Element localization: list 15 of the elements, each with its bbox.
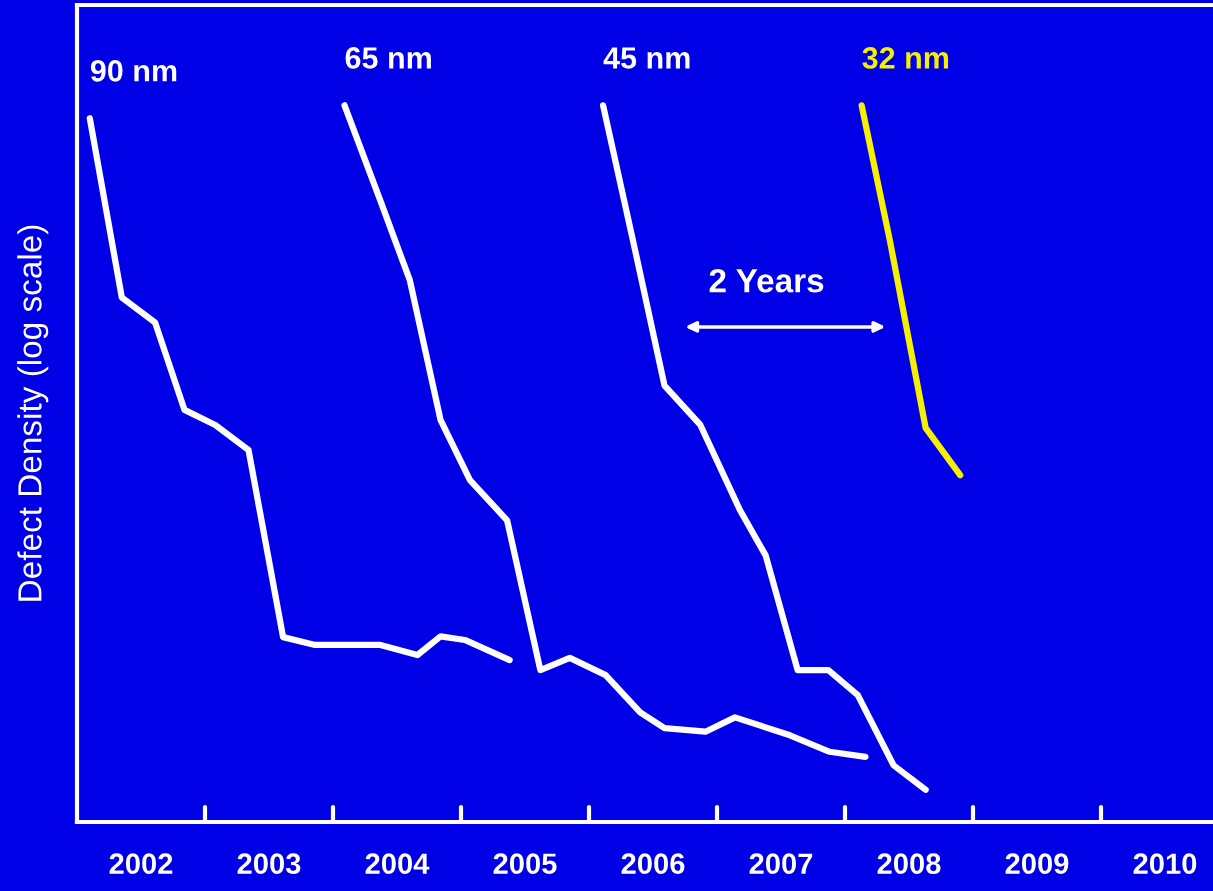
series-label: 65 nm [345, 47, 431, 69]
series-label: 90 nm [90, 60, 177, 82]
y-axis-title: Defect Density (log scale) [17, 225, 49, 601]
series-label: 45 nm [603, 47, 690, 69]
x-tick-label: 2006 [621, 853, 685, 874]
x-tick-label: 2003 [237, 853, 301, 875]
x-tick-label: 2002 [109, 853, 173, 874]
x-tick-label: 2008 [877, 853, 941, 874]
series-label: 32 nm [862, 47, 949, 69]
x-tick-label: 2007 [749, 853, 813, 874]
x-tick-label: 2009 [1005, 853, 1069, 874]
x-tick-label: 2010 [1133, 853, 1197, 874]
annotation: 2 Years [709, 268, 824, 293]
x-tick-label: 2005 [493, 853, 557, 874]
x-tick-label: 2004 [365, 853, 430, 874]
